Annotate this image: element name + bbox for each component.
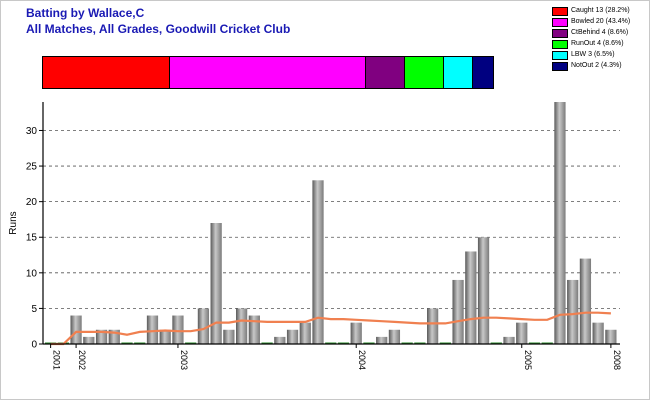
legend-item: RunOut 4 (8.6%) xyxy=(552,39,644,49)
y-tick-label: 10 xyxy=(26,268,38,279)
bar xyxy=(146,315,159,344)
dismissal-segment xyxy=(43,57,171,88)
bar xyxy=(579,258,592,344)
bar xyxy=(477,237,490,344)
legend-label: LBW 3 (6.5%) xyxy=(571,51,615,58)
bar xyxy=(414,342,426,344)
bar xyxy=(197,308,210,344)
bar xyxy=(516,322,528,344)
legend-swatch xyxy=(552,62,568,71)
bar xyxy=(70,315,82,344)
legend-item: NotOut 2 (4.3%) xyxy=(552,61,644,71)
bar xyxy=(528,342,541,344)
bar xyxy=(312,180,324,344)
bar xyxy=(210,223,222,344)
bar xyxy=(325,342,337,344)
legend-swatch xyxy=(552,7,568,16)
bar xyxy=(554,102,566,344)
y-tick-label: 0 xyxy=(31,340,37,351)
x-tick-label: 2001 xyxy=(52,350,62,370)
dismissal-segment xyxy=(473,57,493,88)
x-tick-label: 2002 xyxy=(77,350,87,370)
y-tick-label: 25 xyxy=(26,162,38,173)
bar xyxy=(299,322,311,344)
y-axis-label: Runs xyxy=(8,211,19,234)
dismissal-segment xyxy=(170,57,366,88)
bar xyxy=(503,336,515,344)
bar xyxy=(223,329,235,344)
y-tick-label: 30 xyxy=(26,126,38,137)
bar xyxy=(121,342,133,344)
bar xyxy=(376,336,388,344)
bar xyxy=(83,336,95,344)
dismissal-proportion-bar xyxy=(42,56,494,89)
bar xyxy=(401,342,413,344)
legend-label: NotOut 2 (4.3%) xyxy=(571,62,622,69)
bar xyxy=(248,315,260,344)
bar xyxy=(427,308,439,344)
average-line xyxy=(50,311,611,346)
bar xyxy=(363,342,375,344)
bar xyxy=(388,329,401,344)
bar xyxy=(592,322,604,344)
bar xyxy=(172,315,184,344)
bar xyxy=(452,279,464,344)
legend-swatch xyxy=(552,18,568,27)
bar xyxy=(95,329,108,344)
bar xyxy=(286,329,299,344)
bar xyxy=(185,342,197,344)
x-tick-label: 2008 xyxy=(612,350,622,370)
legend-item: CtBehind 4 (8.6%) xyxy=(552,28,644,38)
legend-label: RunOut 4 (8.6%) xyxy=(571,40,624,47)
bar xyxy=(337,342,350,344)
dismissal-segment xyxy=(404,57,445,88)
bar xyxy=(274,336,286,344)
bar xyxy=(159,329,171,344)
x-tick-label: 2003 xyxy=(179,350,189,370)
legend-label: Caught 13 (28.2%) xyxy=(571,7,630,14)
legend-item: LBW 3 (6.5%) xyxy=(552,50,644,60)
x-tick-label: 2004 xyxy=(357,350,367,370)
legend-label: Bowled 20 (43.4%) xyxy=(571,18,631,25)
legend-item: Bowled 20 (43.4%) xyxy=(552,17,644,27)
y-tick-label: 20 xyxy=(26,197,38,208)
legend-swatch xyxy=(552,51,568,60)
y-tick-label: 15 xyxy=(26,233,38,244)
dismissal-segment xyxy=(444,57,474,88)
bar xyxy=(605,329,617,344)
bar xyxy=(134,342,146,344)
dismissal-legend: Caught 13 (28.2%) Bowled 20 (43.4%) CtBehi… xyxy=(552,6,644,72)
bar xyxy=(465,251,477,344)
bar xyxy=(541,342,553,344)
chart-subtitle: All Matches, All Grades, Goodwill Cricke… xyxy=(26,22,291,36)
legend-swatch xyxy=(552,40,568,49)
bar xyxy=(236,308,248,344)
legend-item: Caught 13 (28.2%) xyxy=(552,6,644,16)
bar xyxy=(490,342,502,344)
chart-title: Batting by Wallace,C xyxy=(26,6,145,20)
y-tick-label: 5 xyxy=(31,304,37,315)
bar xyxy=(261,342,273,344)
x-tick-label: 2005 xyxy=(523,350,533,370)
legend-label: CtBehind 4 (8.6%) xyxy=(571,29,629,36)
bar xyxy=(567,279,579,344)
bar xyxy=(439,342,451,344)
bar xyxy=(108,329,120,344)
legend-swatch xyxy=(552,29,568,38)
bar xyxy=(350,322,362,344)
dismissal-segment xyxy=(365,57,405,88)
